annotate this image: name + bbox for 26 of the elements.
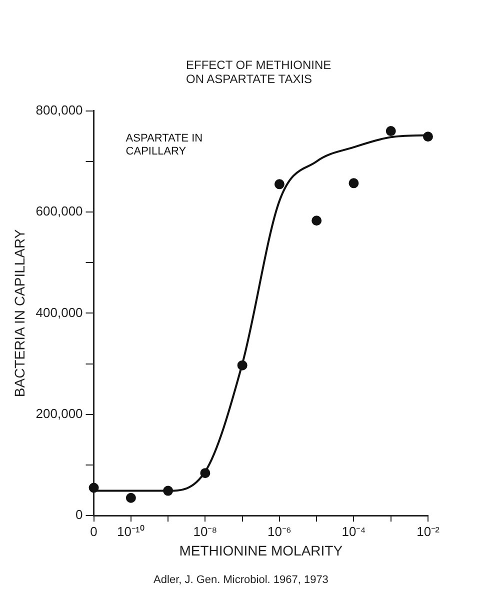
y-tick-label: 200,000 [36,406,83,421]
y-tick-label: 800,000 [36,102,83,118]
point [386,126,396,136]
point [126,492,136,503]
point [274,179,284,190]
x-tick-label: 10⁻⁸ [193,524,218,539]
x-tick-label: 10⁻¹⁰ [117,524,145,539]
x-tick-label: 0 [90,524,98,539]
text: Adler, J. Gen. Microbiol. 1967, 1973 [152,574,330,586]
point [423,132,433,142]
y-tick-label: 400,000 [36,304,83,320]
point [88,482,99,493]
x-axis-title: METHIONINE MOLARITY [179,542,344,558]
chart-title: EFFECT OF METHIONINE ON ASPARTATE TAXIS [185,57,332,86]
y-axis-title: BACTERIA IN CAPILLARY [11,228,28,398]
point [163,486,174,496]
x-tick-label: 10⁻² [416,524,440,539]
x-tick-label: 10⁻⁴ [342,524,366,539]
point [312,216,322,226]
y-tick-label: 600,000 [36,204,83,219]
point [237,360,248,370]
x-tick-label: 10⁻⁶ [268,524,292,539]
point [348,178,359,188]
y-tick-label: 0 [76,507,83,522]
annotation: ASPARTATE IN CAPILLARY [126,132,203,158]
point [200,468,210,478]
